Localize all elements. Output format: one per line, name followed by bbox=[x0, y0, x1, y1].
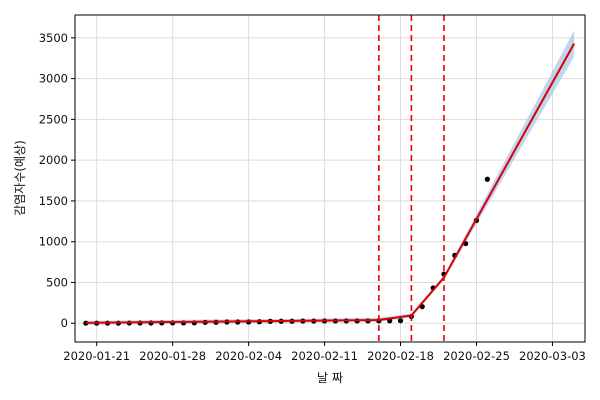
y-ticks: 0 500 1000 1500 2000 2500 3000 3500 bbox=[39, 31, 75, 330]
x-tick-label: 2020-03-03 bbox=[519, 349, 586, 363]
y-tick-label: 3500 bbox=[39, 31, 68, 45]
x-tick-label: 2020-01-28 bbox=[139, 349, 206, 363]
y-tick-label: 0 bbox=[61, 316, 68, 330]
data-point bbox=[397, 318, 404, 324]
y-tick-label: 1000 bbox=[39, 235, 68, 249]
x-ticks: 2020-01-21 2020-01-28 2020-02-04 2020-02-11… bbox=[63, 342, 586, 363]
y-tick-label: 500 bbox=[46, 275, 68, 289]
y-tick-label: 1500 bbox=[39, 194, 68, 208]
y-tick-label: 2000 bbox=[39, 153, 68, 167]
y-tick-label: 3000 bbox=[39, 72, 68, 86]
x-tick-label: 2020-02-11 bbox=[291, 349, 358, 363]
x-axis-label: 날 짜 bbox=[317, 371, 343, 385]
x-tick-label: 2020-02-25 bbox=[443, 349, 510, 363]
x-tick-label: 2020-02-18 bbox=[367, 349, 434, 363]
data-point bbox=[484, 176, 490, 182]
y-axis-label: 감염자수(예상) bbox=[13, 140, 27, 216]
plot-background bbox=[75, 15, 585, 342]
plot-frame bbox=[74, 14, 586, 343]
y-tick-label: 2500 bbox=[39, 112, 68, 126]
x-tick-label: 2020-02-04 bbox=[215, 349, 282, 363]
x-tick-label: 2020-01-21 bbox=[63, 349, 130, 363]
changepoints bbox=[378, 15, 445, 342]
grid bbox=[75, 15, 585, 342]
